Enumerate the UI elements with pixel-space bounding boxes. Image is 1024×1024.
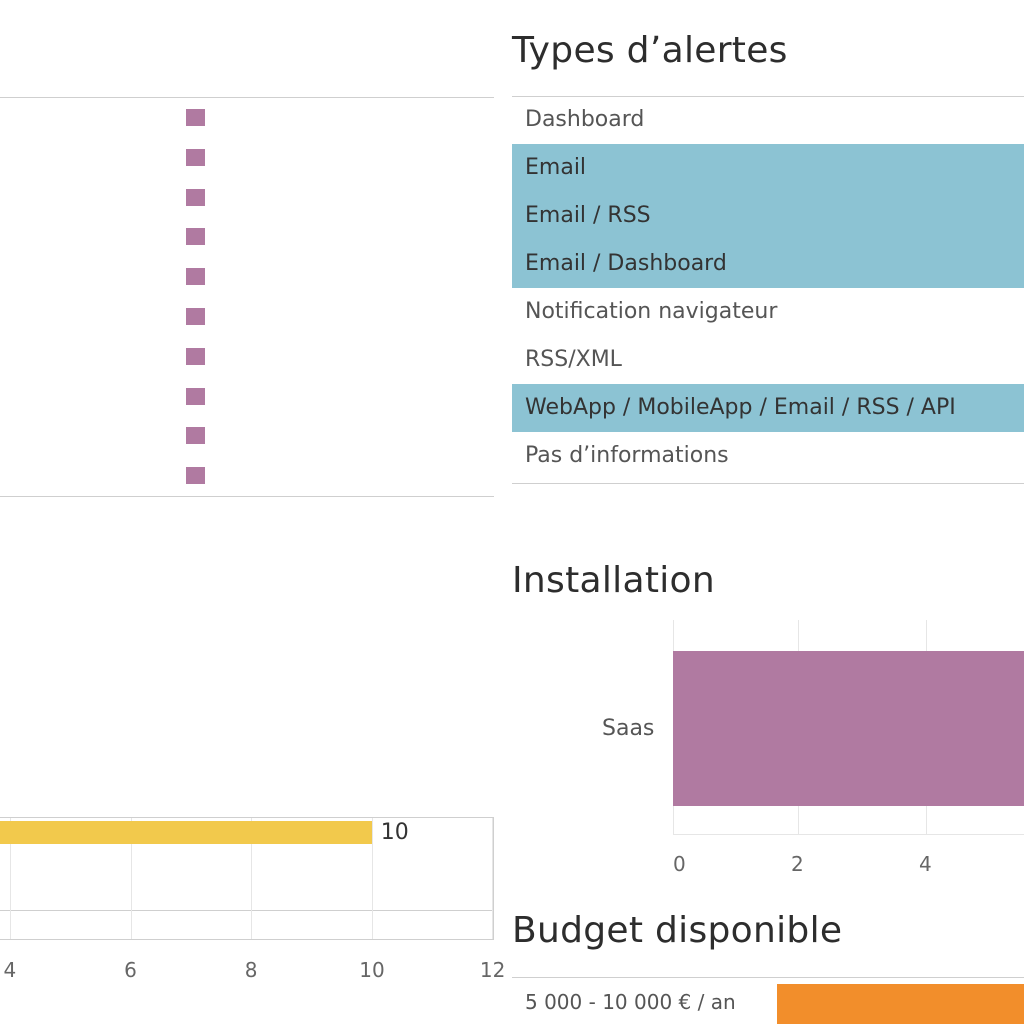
installation-axis-line	[673, 834, 1024, 835]
scatter-point[interactable]	[186, 387, 205, 405]
scatter-point[interactable]	[186, 427, 205, 445]
alert-type-row[interactable]: Email / RSS	[512, 192, 1024, 240]
bar-chart-gridline	[371, 818, 373, 939]
scatter-point[interactable]	[186, 467, 205, 485]
alert-type-row[interactable]: WebApp / MobileApp / Email / RSS / API	[512, 384, 1024, 432]
yellow-bar[interactable]	[0, 821, 372, 844]
installation-x-tick: 2	[791, 852, 804, 876]
bar-chart-inner-divider	[0, 910, 494, 911]
bar-chart-frame	[0, 817, 494, 940]
alert-type-row[interactable]: Pas d’informations	[525, 443, 729, 468]
alert-type-row[interactable]: RSS/XML	[525, 347, 622, 372]
bar-chart-x-tick: 10	[359, 958, 385, 982]
bar-chart-x-tick: 8	[244, 958, 258, 982]
budget-bar[interactable]	[777, 984, 1024, 1024]
bar-chart-x-tick: 4	[3, 958, 17, 982]
bar-chart-x-tick: 6	[124, 958, 137, 982]
scatter-point[interactable]	[186, 148, 205, 166]
bar-chart-gridline	[251, 818, 253, 939]
alert-types-bottom-border	[512, 483, 1024, 484]
alert-types-top-border	[512, 96, 1024, 97]
top-left-chart-bottom-border	[0, 496, 494, 497]
alert-type-row[interactable]: Email / Dashboard	[512, 240, 1024, 288]
scatter-point[interactable]	[186, 109, 205, 126]
bar-chart-gridline	[492, 818, 494, 939]
installation-title: Installation	[512, 560, 715, 601]
installation-x-tick: 4	[919, 852, 932, 876]
budget-row-label: 5 000 - 10 000 € / an	[525, 990, 736, 1014]
scatter-point[interactable]	[186, 268, 205, 286]
alert-type-row[interactable]: Notification navigateur	[525, 299, 778, 324]
scatter-point[interactable]	[186, 308, 205, 325]
budget-top-border	[512, 977, 1024, 978]
budget-title: Budget disponible	[512, 910, 843, 951]
installation-x-tick: 0	[673, 852, 686, 876]
top-left-chart-top-border	[0, 97, 494, 98]
scatter-point[interactable]	[186, 347, 205, 365]
installation-bar-saas[interactable]	[673, 651, 1024, 806]
yellow-bar-data-label: 10	[380, 820, 409, 845]
bar-chart-x-tick: 12	[479, 958, 506, 982]
alert-types-title: Types d’alertes	[512, 30, 788, 71]
alert-type-row[interactable]: Dashboard	[525, 107, 645, 132]
bar-chart-gridline	[10, 818, 11, 939]
installation-category-label: Saas	[602, 716, 655, 741]
scatter-point[interactable]	[186, 188, 205, 206]
scatter-point[interactable]	[186, 228, 205, 246]
bar-chart-gridline	[130, 818, 132, 939]
alert-type-row[interactable]: Email	[512, 144, 1024, 192]
